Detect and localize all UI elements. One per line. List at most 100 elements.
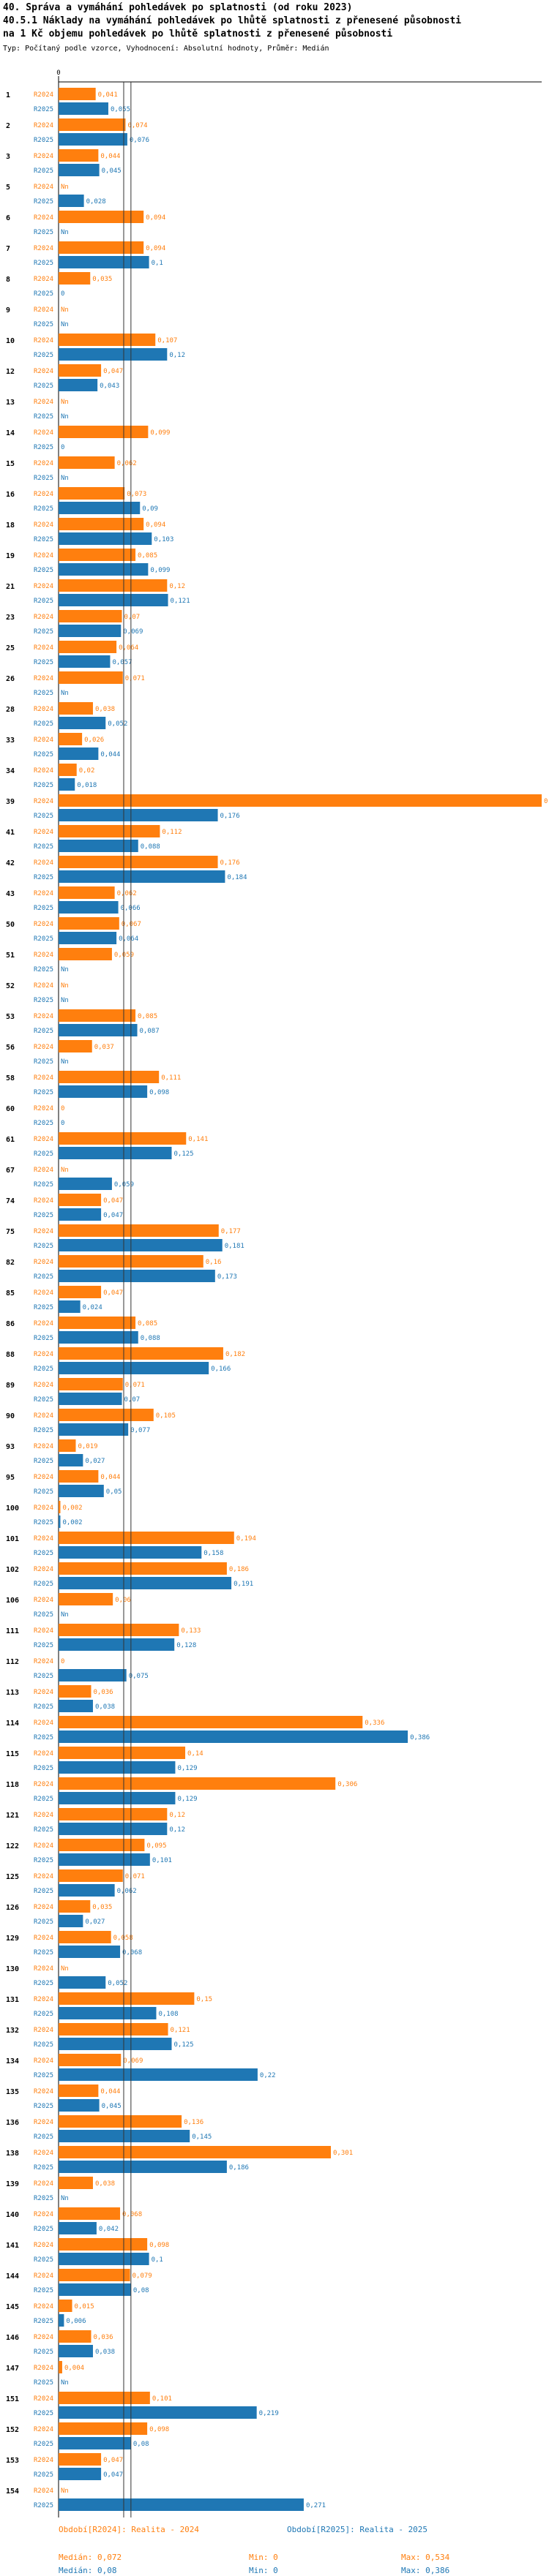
series-label-r2025: R2025 (34, 2287, 53, 2294)
data-label-r2025: 0,062 (117, 1888, 137, 1895)
bar-r2025 (59, 348, 168, 361)
legend-r2024-median: Medián: 0,072 (59, 2553, 122, 2562)
bar-r2025 (59, 717, 106, 729)
bar-r2025 (59, 1147, 172, 1159)
category-label: 39 (6, 798, 15, 806)
series-label-r2025: R2025 (34, 567, 53, 574)
x-axis-tick-label: 0 (56, 69, 60, 77)
bar-r2025 (59, 1792, 176, 1804)
bar-r2024 (59, 2269, 130, 2281)
series-label-r2025: R2025 (34, 2011, 53, 2018)
series-label-r2024: R2024 (34, 583, 53, 590)
series-label-r2024: R2024 (34, 1289, 53, 1297)
series-label-r2024: R2024 (34, 1935, 53, 1942)
data-label-r2024: 0,064 (119, 644, 138, 652)
data-label-r2024: 0,071 (125, 1382, 145, 1389)
bar-r2024 (59, 549, 136, 561)
series-label-r2025: R2025 (34, 1181, 53, 1189)
series-label-r2024: R2024 (34, 2272, 53, 2280)
bar-r2024 (59, 1224, 219, 1237)
data-label-r2025: 0,055 (111, 106, 130, 113)
category-label: 25 (6, 644, 15, 652)
series-label-r2025: R2025 (34, 1980, 53, 1987)
bar-r2024 (59, 641, 117, 653)
data-label-r2024: Nn (61, 1167, 69, 1174)
data-label-r2025: 0,125 (173, 2041, 193, 2049)
bar-r2025 (59, 840, 138, 852)
data-label-r2024: 0,098 (149, 2426, 169, 2433)
category-label: 132 (6, 2027, 19, 2035)
category-label: 23 (6, 614, 15, 622)
data-label-r2024: 0,141 (188, 1136, 208, 1143)
data-label-r2024: 0,14 (187, 1750, 203, 1758)
series-label-r2024: R2024 (34, 399, 53, 406)
series-label-r2024: R2024 (34, 1167, 53, 1174)
series-label-r2024: R2024 (34, 245, 53, 252)
category-label: 21 (6, 583, 15, 591)
series-label-r2024: R2024 (34, 644, 53, 652)
series-label-r2025: R2025 (34, 2502, 53, 2509)
series-label-r2025: R2025 (34, 1488, 53, 1496)
data-label-r2024: 0,094 (146, 214, 165, 222)
category-label: 82 (6, 1259, 15, 1267)
category-label: 145 (6, 2303, 19, 2311)
data-label-r2025: 0,121 (171, 598, 190, 605)
category-label: 75 (6, 1228, 15, 1236)
series-label-r2024: R2024 (34, 1320, 53, 1327)
series-label-r2025: R2025 (34, 444, 53, 451)
series-label-r2025: R2025 (34, 229, 53, 236)
bar-r2025 (59, 1485, 104, 1497)
series-label-r2025: R2025 (34, 2226, 53, 2233)
bar-r2024 (59, 917, 119, 930)
series-label-r2024: R2024 (34, 2088, 53, 2095)
data-label-r2024: 0,121 (171, 2027, 190, 2034)
series-label-r2025: R2025 (34, 1427, 53, 1434)
data-label-r2025: 0,22 (260, 2072, 276, 2079)
series-label-r2024: R2024 (34, 1627, 53, 1635)
bar-r2024 (59, 886, 115, 899)
bar-r2024 (59, 825, 160, 837)
series-label-r2024: R2024 (34, 798, 53, 805)
series-label-r2025: R2025 (34, 1857, 53, 1864)
data-label-r2024: 0,047 (103, 368, 123, 375)
data-label-r2024: 0,182 (225, 1351, 245, 1358)
series-label-r2025: R2025 (34, 352, 53, 359)
data-label-r2025: 0,099 (150, 567, 170, 574)
series-label-r2024: R2024 (34, 552, 53, 560)
bar-r2024 (59, 1808, 168, 1820)
bar-r2025 (59, 1946, 121, 1958)
data-label-r2025: 0 (61, 290, 64, 298)
bar-r2024 (59, 334, 156, 346)
legend-r2025-min: Min: 0 (249, 2566, 278, 2575)
data-label-r2025: 0,09 (142, 505, 158, 513)
data-label-r2025: 0,069 (123, 628, 143, 636)
series-label-r2024: R2024 (34, 1136, 53, 1143)
series-label-r2025: R2025 (34, 137, 53, 144)
category-label: 12 (6, 368, 15, 376)
series-label-r2024: R2024 (34, 2365, 53, 2372)
data-label-r2025: 0,158 (203, 1550, 223, 1557)
data-label-r2025: 0,05 (106, 1488, 122, 1496)
data-label-r2024: 0,044 (100, 2088, 120, 2095)
series-label-r2024: R2024 (34, 1566, 53, 1573)
series-label-r2025: R2025 (34, 720, 53, 728)
series-label-r2024: R2024 (34, 2057, 53, 2065)
series-label-r2025: R2025 (34, 2164, 53, 2172)
series-label-r2024: R2024 (34, 122, 53, 129)
bar-r2025 (59, 2007, 157, 2019)
data-label-r2025: 0,12 (169, 352, 185, 359)
bar-r2024 (59, 211, 144, 223)
bar-r2024 (59, 518, 144, 530)
bar-r2025 (59, 1884, 115, 1897)
data-label-r2024: 0,073 (127, 491, 146, 498)
series-label-r2024: R2024 (34, 1597, 53, 1604)
bar-r2024 (59, 241, 144, 254)
series-label-r2024: R2024 (34, 1259, 53, 1266)
bar-r2024 (59, 733, 83, 745)
series-label-r2024: R2024 (34, 1781, 53, 1788)
category-label: 56 (6, 1044, 15, 1052)
series-label-r2024: R2024 (34, 2242, 53, 2249)
bar-r2024 (59, 1624, 179, 1636)
category-label: 89 (6, 1382, 15, 1390)
series-label-r2024: R2024 (34, 337, 53, 344)
